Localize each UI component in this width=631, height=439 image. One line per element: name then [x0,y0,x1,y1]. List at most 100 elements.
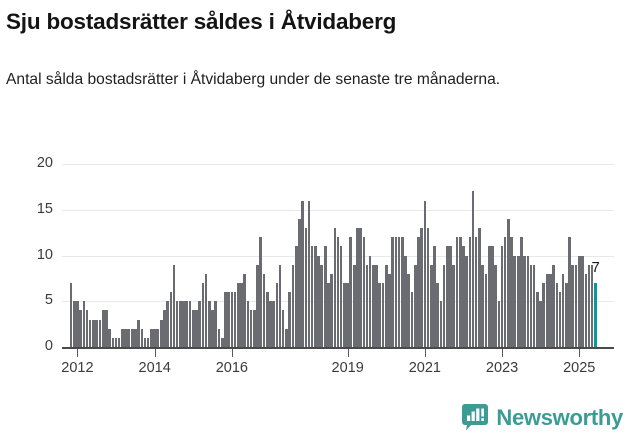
bar [214,301,217,347]
bar [487,246,491,347]
bar [410,292,414,347]
bar [95,319,99,347]
bar [208,301,211,347]
bar [314,246,317,347]
bar [191,310,195,347]
bar [134,328,137,347]
bar [230,292,234,347]
x-axis-tick-label: 2016 [215,360,248,376]
bar [288,292,292,347]
x-axis-tick-label: 2012 [61,360,94,376]
bar [372,264,375,347]
x-axis-tick-label: 2021 [408,360,441,376]
bar [233,292,237,347]
bar [491,246,494,347]
bar [465,255,468,347]
bar [339,246,343,347]
bar [262,273,266,347]
bar [117,337,121,347]
x-axis-line [62,347,614,349]
bar [478,228,481,347]
bar [407,273,410,347]
bar [388,273,391,347]
bar [252,310,256,347]
bar [420,228,424,347]
bar [510,237,513,347]
bar [175,301,179,347]
page-title: Sju bostadsrätter såldes i Åtvidaberg [6,9,397,34]
x-axis-tick-mark [347,349,349,357]
bar [307,200,311,347]
chart-subtitle: Antal sålda bostadsrätter i Åtvidaberg u… [6,71,501,88]
y-axis-tick-label: 10 [36,246,53,263]
bar [401,237,404,347]
x-axis-tick-label: 2025 [563,360,596,376]
bar [507,218,510,347]
bar [304,228,308,347]
bar [237,282,240,347]
x-axis-tick-mark [77,349,79,357]
bar [503,237,507,347]
bar [565,282,568,347]
x-axis-tick-mark [579,349,581,357]
bar [455,237,459,347]
bar [568,237,571,347]
bar [317,255,320,347]
bar [246,301,250,347]
bar [179,301,182,347]
bar [92,319,95,347]
bar [82,301,86,347]
bar [249,310,253,347]
x-axis-tick-mark [502,349,504,357]
gridline [62,164,614,165]
bar [471,191,475,347]
bar [449,246,453,347]
bar [571,264,574,347]
bar [423,200,427,347]
bar [298,218,301,347]
bar [240,282,243,347]
bar [143,337,147,347]
bar [101,310,105,347]
bar [581,255,584,347]
bar [352,264,356,347]
bar [359,228,362,347]
bar [259,237,263,347]
bar [285,328,288,347]
bar [439,301,443,347]
bar [108,328,111,347]
bar [384,264,388,347]
bar [105,310,108,347]
x-axis-tick-label: 2023 [485,360,519,376]
bar-chart: 0 5 10 15 20 2012 2014 2016 2019 2021 2023 2025 7 [36,155,614,376]
bar [474,237,478,347]
bar [536,292,539,347]
x-axis-tick-label: 2019 [331,360,364,376]
bar [587,264,591,347]
bar [85,310,89,347]
bar [343,282,346,347]
bar [153,328,156,347]
bar-highlighted [594,282,597,347]
bar [481,264,485,347]
bar [459,237,462,347]
bar [468,237,472,347]
bar [462,246,465,347]
bar [416,237,420,347]
bar [124,328,127,347]
bar [275,282,279,347]
x-axis-tick-mark [231,349,233,357]
x-axis-tick-mark [424,349,426,357]
bar [529,264,533,347]
bar [532,264,536,347]
bar [211,310,214,347]
bar [330,273,333,347]
bar [574,264,578,347]
bar [442,264,446,347]
gridline [62,209,614,211]
y-axis-tick-label: 5 [44,292,53,309]
bar [394,237,398,347]
bar [140,328,144,347]
bar [526,255,530,347]
bar [513,255,517,347]
